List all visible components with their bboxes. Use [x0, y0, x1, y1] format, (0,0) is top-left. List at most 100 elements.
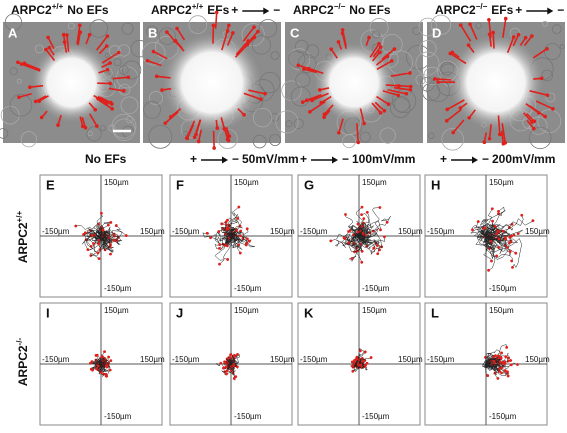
migration-arrow: [501, 130, 505, 144]
arrow-head: [433, 77, 437, 81]
ef-arrow-head: [332, 156, 338, 164]
arrow-head: [95, 124, 99, 128]
arrow-head: [105, 67, 110, 72]
panel-letter: H: [431, 177, 440, 192]
trajectory: [485, 363, 509, 377]
arrow-head: [404, 91, 409, 96]
endpoint: [494, 354, 497, 358]
migration-arrow: [235, 40, 249, 56]
migration-arrow: [385, 84, 399, 87]
arrow-head: [378, 111, 383, 115]
texture: [275, 110, 299, 134]
migration-arrow: [226, 32, 234, 46]
arrow-head: [225, 137, 230, 142]
arrow-head: [396, 93, 400, 98]
migration-arrow: [243, 92, 262, 100]
endpoint: [124, 234, 128, 237]
arrow-head: [227, 23, 231, 28]
endpoint: [350, 360, 354, 364]
arrow-head: [77, 23, 82, 28]
endpoint: [226, 218, 229, 222]
endpoint: [114, 224, 118, 227]
endpoint: [101, 228, 105, 232]
arrow-head: [543, 114, 547, 119]
axis-label-right: 150µm: [140, 355, 165, 364]
gene: ARPC2: [435, 3, 476, 17]
arrow-head: [173, 39, 177, 43]
endpoint: [483, 226, 487, 230]
condition: EFs: [207, 3, 229, 17]
endpoint: [245, 227, 249, 231]
trajectory: [229, 235, 243, 254]
endpoint: [497, 355, 501, 358]
endpoint: [92, 242, 95, 245]
arrow-head: [259, 97, 263, 101]
migration-arrow: [147, 60, 162, 67]
endpoint: [226, 258, 230, 261]
endpoint: [99, 371, 103, 374]
endpoint: [495, 232, 498, 236]
trajectory: [210, 234, 232, 245]
trajectory: [226, 362, 235, 369]
axis-label-bottom: -150µm: [362, 412, 390, 421]
migration-arrow: [488, 124, 492, 139]
arrow-head: [222, 127, 227, 131]
endpoint: [74, 224, 78, 228]
axis-label-left: -150µm: [42, 227, 70, 236]
endpoint: [506, 370, 509, 374]
axis-label-left: -150µm: [172, 355, 200, 364]
axis-label-right: 150µm: [525, 227, 550, 236]
endpoint: [378, 206, 382, 209]
arrow-head: [47, 45, 52, 50]
migration-arrow: [24, 62, 41, 71]
axis-label-right: 150µm: [525, 355, 550, 364]
migration-arrow: [469, 23, 478, 40]
endpoint: [95, 353, 99, 357]
cell-sheet: [162, 32, 262, 133]
micrograph-header: ARPC2+/+ EFs: [151, 2, 230, 17]
endpoint: [376, 252, 380, 256]
migration-arrow: [376, 60, 393, 71]
migration-arrow: [374, 101, 385, 112]
migration-arrow: [341, 33, 347, 49]
endpoint: [492, 359, 496, 363]
trajectory: [356, 207, 366, 239]
trajectory: [97, 358, 104, 366]
arrow-head: [116, 50, 121, 55]
endpoint: [89, 254, 93, 257]
migration-arrow: [371, 102, 382, 114]
arrow-head: [212, 146, 216, 150]
trajectory: [476, 227, 491, 239]
endpoint: [83, 231, 87, 235]
migration-arrow: [176, 28, 186, 41]
texture: [372, 30, 381, 39]
axis-label-top: 150µm: [234, 178, 259, 187]
endpoint: [105, 374, 109, 378]
trajectory: [85, 229, 102, 240]
trajectory: [342, 232, 360, 247]
texture: [9, 93, 33, 117]
texture: [542, 20, 548, 27]
endpoint: [205, 231, 209, 235]
ef-minus: −: [232, 152, 239, 166]
texture: [183, 131, 188, 136]
arrow-head: [378, 45, 383, 49]
ef-plus: +: [515, 3, 522, 17]
condition: No EFs: [349, 3, 391, 17]
endpoint: [109, 359, 113, 363]
trajectory: [100, 359, 107, 368]
endpoint: [508, 250, 512, 253]
texture: [295, 72, 311, 88]
arrow-head: [104, 44, 109, 48]
trajectory: [485, 235, 510, 260]
endpoint: [508, 241, 511, 245]
migration-arrow: [371, 51, 381, 62]
migration-arrow: [156, 75, 171, 79]
migration-arrow: [359, 108, 365, 124]
texture: [143, 101, 161, 119]
endpoint: [218, 262, 221, 266]
endpoint: [228, 356, 232, 360]
trajectory: [97, 361, 107, 369]
migration-arrow: [434, 78, 452, 81]
arrow-head: [340, 31, 345, 36]
